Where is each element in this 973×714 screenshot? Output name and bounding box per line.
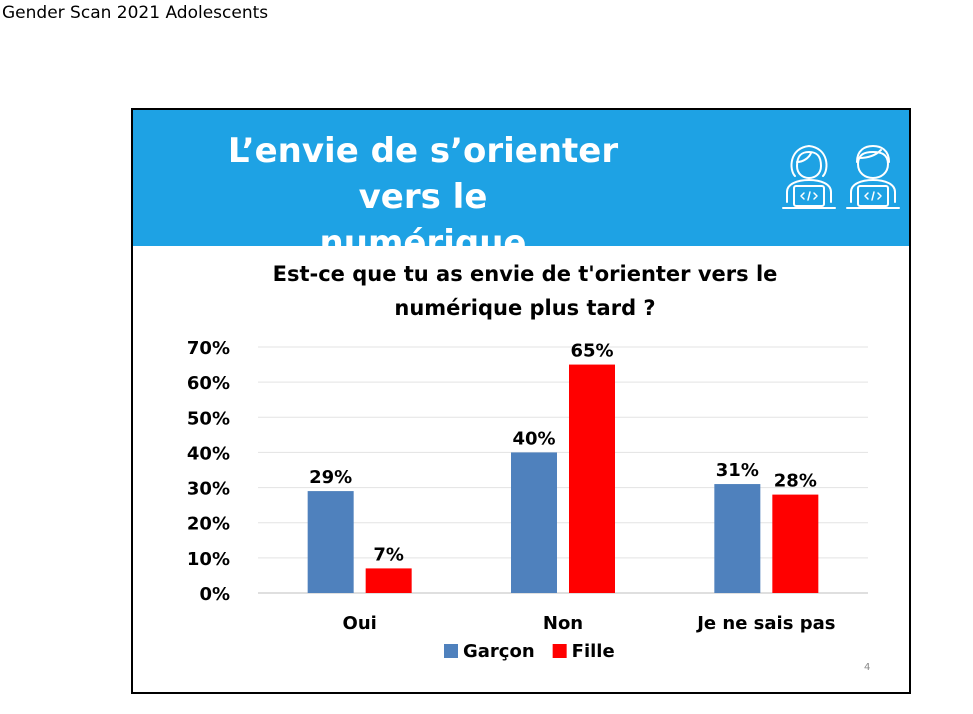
data-label: 7%	[373, 544, 404, 565]
bar-fille	[772, 494, 819, 593]
slide-title: L’envie de s’orienter vers le numérique	[193, 128, 653, 266]
bar-garçon	[714, 484, 761, 593]
page-number: 4	[864, 662, 870, 673]
y-tick-label: 40%	[187, 443, 230, 464]
y-tick-label: 50%	[187, 408, 230, 429]
bar-garçon	[307, 491, 354, 593]
bar-fille	[365, 568, 412, 593]
legend-swatch	[552, 644, 567, 658]
legend-label: Garçon	[463, 641, 535, 662]
male-developer-icon	[846, 145, 900, 209]
data-label: 29%	[309, 467, 352, 488]
slide-title-line-2: numérique	[319, 223, 527, 263]
category-label: Oui	[343, 613, 377, 634]
y-tick-label: 10%	[187, 549, 230, 570]
legend-swatch	[444, 644, 458, 658]
bar-fille	[569, 364, 615, 593]
developer-icons	[782, 145, 900, 209]
bar-garçon	[511, 452, 557, 593]
slide-banner: L’envie de s’orienter vers le numérique	[133, 110, 909, 263]
data-label: 40%	[512, 428, 555, 449]
slide-title-line-1: L’envie de s’orienter vers le	[227, 131, 619, 217]
data-label: 28%	[774, 471, 817, 492]
legend-label: Fille	[572, 641, 615, 662]
data-label: 65%	[570, 341, 613, 362]
document-header: Gender Scan 2021 Adolescents	[2, 3, 269, 23]
bar-chart: Est-ce que tu as envie de t'orienter ver…	[187, 262, 870, 673]
slide: L’envie de s’orienter vers le numérique	[131, 108, 911, 694]
data-label: 31%	[716, 460, 759, 481]
y-tick-label: 70%	[187, 338, 230, 359]
y-tick-label: 0%	[199, 584, 230, 605]
category-label: Non	[543, 613, 583, 634]
y-tick-label: 60%	[187, 373, 230, 394]
chart-title-line-1: Est-ce que tu as envie de t'orienter ver…	[273, 262, 778, 286]
female-developer-icon	[782, 145, 836, 209]
y-tick-label: 30%	[187, 479, 230, 500]
chart-title-line-2: numérique plus tard ?	[394, 296, 655, 320]
y-tick-label: 20%	[187, 514, 230, 535]
category-label: Je ne sais pas	[695, 613, 835, 634]
